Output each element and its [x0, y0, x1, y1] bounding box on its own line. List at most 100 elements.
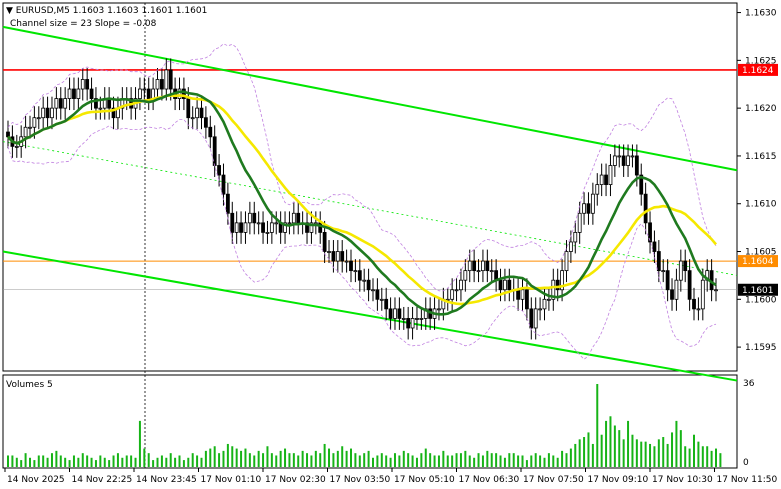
candle-body — [467, 260, 472, 272]
candle-body — [542, 298, 547, 310]
candle-body — [586, 203, 591, 214]
candle-body — [230, 212, 235, 233]
candle-body — [476, 270, 481, 273]
time-tick-label: 14 Nov 23:45 — [136, 475, 197, 485]
price-label-text: 1.1604 — [742, 257, 774, 267]
time-tick-label: 17 Nov 10:30 — [652, 475, 713, 485]
candle-body — [239, 222, 243, 233]
candle-body — [643, 193, 648, 224]
candle-body — [582, 203, 586, 214]
candle-body — [630, 155, 635, 158]
volume-bars — [7, 384, 722, 467]
candle-body — [533, 308, 538, 329]
candle-body — [450, 289, 455, 300]
candle-body — [80, 79, 85, 90]
candle-body — [375, 289, 380, 300]
candle-body — [203, 117, 208, 128]
price-axis: 1.16301.16251.16201.16151.16101.16051.16… — [737, 9, 778, 353]
bollinger-lower-band — [7, 119, 717, 360]
candle-body — [155, 79, 160, 90]
candle-body — [335, 251, 340, 262]
price-tick-label: 1.1595 — [745, 343, 777, 353]
candle-body — [538, 308, 542, 311]
price-tick-label: 1.1605 — [745, 248, 777, 258]
candle-body — [283, 222, 287, 233]
candle-body — [76, 88, 81, 99]
candle-body — [287, 222, 292, 225]
candle-body — [221, 174, 226, 195]
volume-axis-bottom: 0 — [743, 458, 749, 468]
candle-body — [190, 117, 195, 120]
time-axis: 14 Nov 2025 14 Nov 22:25 14 Nov 23:45 17 No… — [4, 468, 778, 485]
candle-body — [608, 165, 613, 186]
candle-body — [186, 98, 191, 119]
candle-body — [296, 212, 301, 224]
candle-body — [604, 174, 608, 186]
candle-body — [555, 279, 560, 291]
candle-body — [58, 98, 63, 109]
price-tick-label: 1.1610 — [745, 200, 777, 210]
candle-body — [151, 88, 156, 99]
candle-body — [674, 279, 679, 300]
time-tick-label: 17 Nov 11:50 — [717, 475, 778, 485]
candle-body — [639, 174, 644, 195]
candle-body — [388, 308, 393, 319]
candle-body — [23, 126, 28, 138]
price-pane-frame — [2, 2, 738, 372]
candle-body — [322, 232, 327, 252]
candle-body — [98, 107, 103, 110]
time-tick-label: 17 Nov 01:10 — [201, 475, 262, 485]
candle-body — [437, 308, 441, 311]
candle-body — [700, 279, 705, 310]
candle-body — [472, 260, 477, 272]
candle-body — [714, 289, 718, 292]
candle-body — [371, 289, 375, 292]
candle-body — [309, 222, 314, 233]
time-tick-label: 17 Nov 03:50 — [330, 475, 391, 485]
candle-body — [142, 88, 147, 91]
candle-body — [546, 298, 551, 301]
price-label-box — [738, 255, 778, 268]
candle-body — [138, 88, 142, 99]
candle-body — [177, 88, 182, 99]
candle-body — [89, 88, 94, 99]
candle-body — [529, 308, 534, 329]
time-tick-label: 17 Nov 07:50 — [523, 475, 584, 485]
candle-body — [252, 212, 257, 224]
candle-body — [687, 270, 692, 300]
candle-body — [560, 270, 564, 291]
candle-body — [595, 184, 600, 195]
candle-body — [362, 279, 367, 282]
candle-body — [683, 260, 688, 272]
candle-body — [208, 126, 213, 138]
indicator-header: Channel size = 23 Slope = -0.08 — [10, 19, 157, 29]
candle-body — [146, 88, 151, 99]
candle-body — [696, 308, 701, 311]
candle-body — [507, 279, 512, 291]
candle-body — [485, 260, 490, 272]
candle-body — [379, 298, 384, 301]
candle-body — [269, 222, 274, 233]
candle-body — [656, 251, 661, 272]
price-tick-label: 1.1600 — [745, 295, 777, 305]
candle-body — [621, 155, 626, 166]
candle-body — [617, 155, 622, 158]
candle-body — [36, 117, 41, 120]
candle-body — [665, 270, 670, 291]
candle-body — [41, 107, 46, 119]
candle-body — [94, 98, 98, 109]
candle-body — [14, 145, 19, 148]
time-tick-label: 14 Nov 2025 — [7, 475, 65, 485]
price-tick-label: 1.1620 — [745, 104, 777, 114]
candle-body — [626, 155, 630, 166]
candle-body — [85, 79, 90, 90]
price-label-text: 1.1601 — [742, 286, 774, 296]
channel-mid-line — [2, 141, 738, 276]
candle-body — [634, 155, 639, 176]
bollinger-upper-band — [7, 43, 717, 292]
volume-panel-title: Volumes 5 — [6, 380, 53, 390]
candle-body — [661, 270, 666, 273]
candle-body — [63, 98, 68, 109]
candle-body — [344, 260, 349, 263]
